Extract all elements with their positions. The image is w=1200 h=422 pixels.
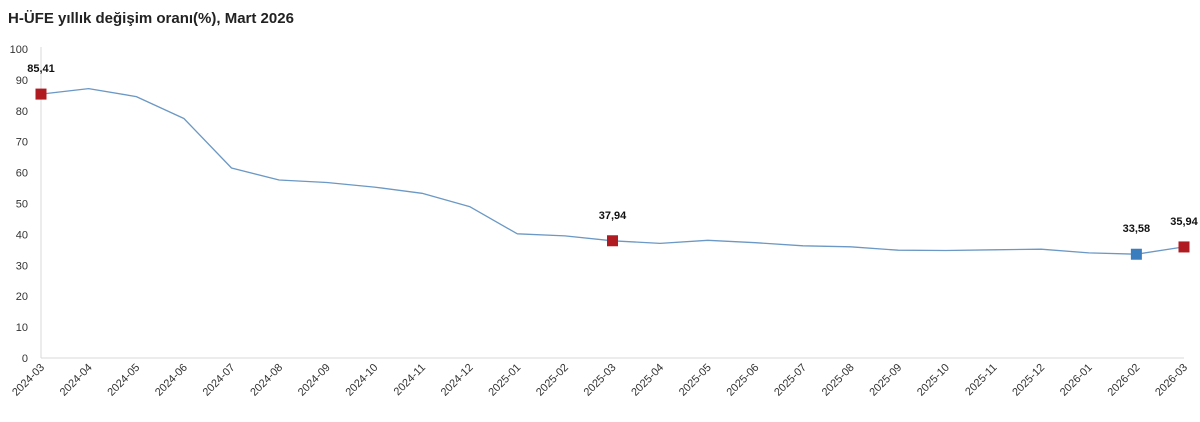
x-tick-label: 2025-04 <box>629 362 666 399</box>
x-tick-label: 2025-07 <box>772 362 809 399</box>
y-tick-label: 10 <box>16 322 28 334</box>
x-tick-label: 2024-08 <box>248 362 285 399</box>
x-tick-label: 2024-07 <box>201 362 238 399</box>
x-tick-label: 2025-11 <box>963 362 999 398</box>
data-point-marker <box>1178 241 1190 253</box>
data-label: 33,58 <box>1123 223 1151 235</box>
y-tick-label: 80 <box>16 106 28 118</box>
y-tick-label: 40 <box>16 229 28 241</box>
x-tick-label: 2025-12 <box>1010 362 1047 399</box>
chart-title: H-ÜFE yıllık değişim oranı(%), Mart 2026 <box>8 10 294 27</box>
x-tick-label: 2025-02 <box>534 362 571 399</box>
x-tick-label: 2024-09 <box>296 362 333 399</box>
x-tick-label: 2024-11 <box>392 362 428 398</box>
data-point-marker <box>1130 248 1142 260</box>
data-label: 85,41 <box>27 63 55 75</box>
y-tick-label: 50 <box>16 199 28 211</box>
x-tick-label: 2025-05 <box>677 362 714 399</box>
data-point-marker <box>607 235 618 247</box>
x-tick-label: 2024-12 <box>439 362 476 399</box>
series-line <box>40 87 1185 255</box>
x-tick-label: 2025-01 <box>486 362 523 399</box>
x-tick-label: 2024-10 <box>343 362 380 399</box>
x-tick-label: 2024-06 <box>153 362 190 399</box>
x-tick-label: 2025-10 <box>915 362 952 399</box>
y-tick-label: 70 <box>16 137 28 149</box>
y-tick-label: 60 <box>16 168 28 180</box>
y-tick-label: 90 <box>16 75 28 87</box>
x-tick-label: 2026-03 <box>1153 362 1190 399</box>
x-tick-label: 2024-04 <box>58 362 95 399</box>
x-tick-label: 2025-09 <box>867 362 904 399</box>
y-tick-label: 100 <box>10 44 28 56</box>
data-label: 35,94 <box>1170 216 1198 228</box>
x-tick-label: 2024-03 <box>10 362 47 399</box>
y-tick-label: 20 <box>16 291 28 303</box>
x-tick-label: 2025-08 <box>820 362 857 399</box>
y-tick-label: 0 <box>22 353 28 365</box>
y-tick-label: 30 <box>16 260 28 272</box>
data-label: 37,94 <box>599 210 627 222</box>
x-tick-label: 2026-02 <box>1105 362 1142 399</box>
x-tick-label: 2025-03 <box>582 362 619 399</box>
x-tick-label: 2026-01 <box>1058 362 1095 399</box>
data-point-marker <box>35 88 47 100</box>
x-tick-label: 2024-05 <box>105 362 142 399</box>
x-tick-label: 2025-06 <box>724 362 761 399</box>
